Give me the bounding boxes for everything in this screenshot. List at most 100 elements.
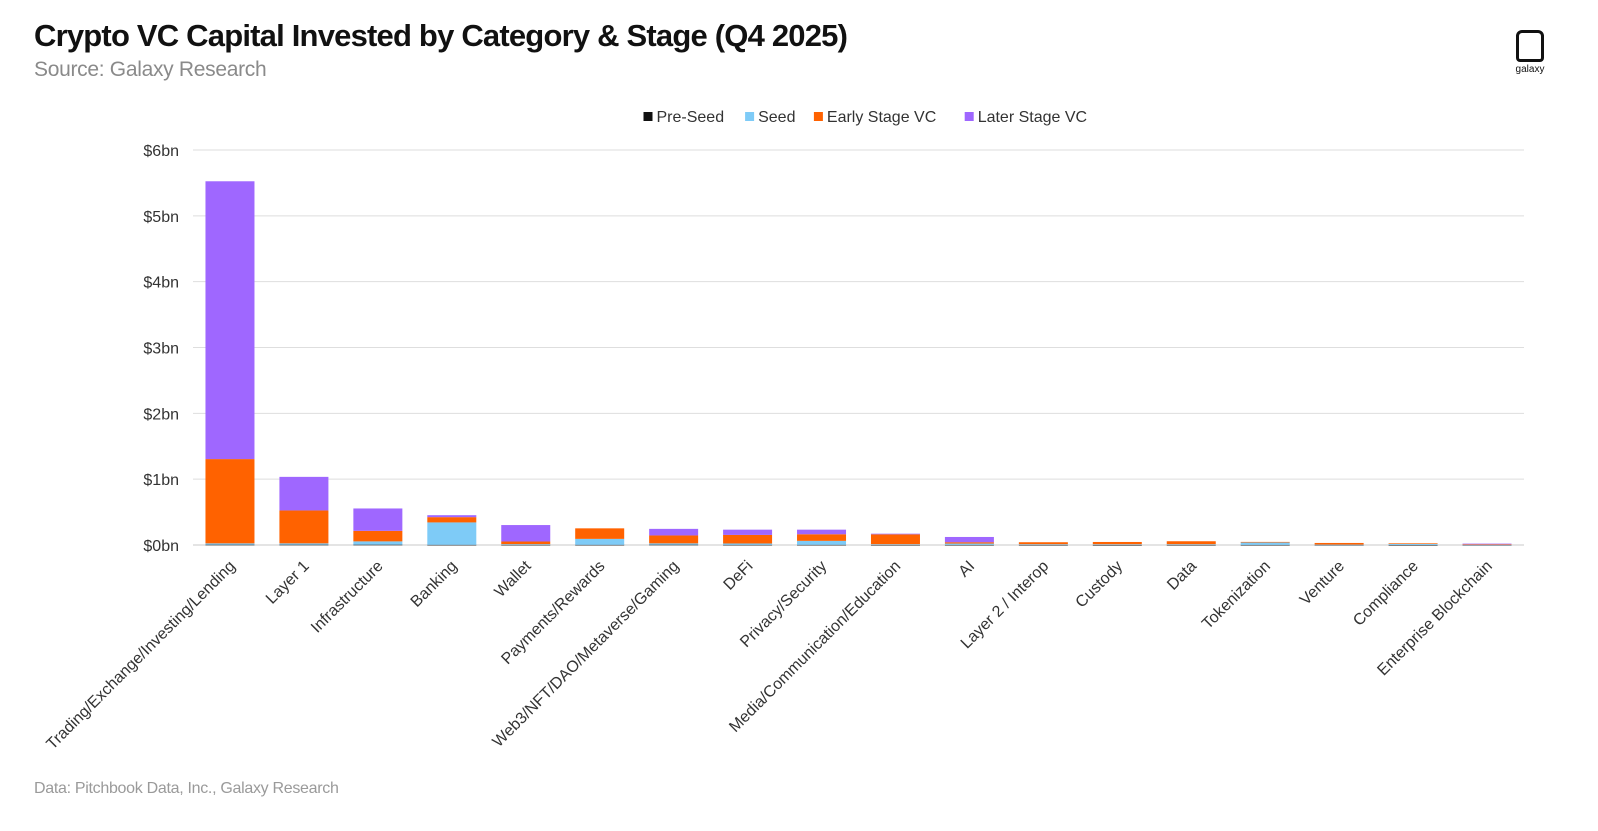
bar-segment [205,459,255,544]
bar-segment [427,522,477,545]
bar-segment [723,543,773,545]
y-tick-label: $1bn [143,472,179,489]
bar-segment [205,181,255,460]
x-tick-label: AI [956,558,979,581]
bar-segment [1092,544,1142,546]
bar-segment [427,517,477,523]
bar-segment [1166,544,1216,546]
x-axis-labels: Trading/Exchange/Investing/Lending Layer … [44,557,1496,753]
bar-segment [575,538,625,545]
bar-segment [870,544,920,545]
galaxy-logo: galaxy [1512,30,1548,75]
bar-segment [1166,541,1216,545]
bar-segment [1462,544,1512,545]
bar-segment [1388,544,1438,546]
data-source-footer: Data: Pitchbook Data, Inc., Galaxy Resea… [34,780,339,797]
y-tick-label: $4bn [143,275,179,292]
bar-segment [353,530,403,542]
x-tick-label: DeFi [721,558,757,594]
bar-segment [797,534,847,541]
bar-segment [1018,544,1068,545]
y-tick-label: $5bn [143,209,179,226]
bar-segment [1314,544,1364,546]
legend-label: Pre-Seed [657,109,725,126]
bar-segment [1166,544,1216,545]
bar-segment [1240,542,1290,545]
bar-segment [1388,543,1438,545]
bar-segment [353,508,403,531]
bar-segment [797,529,847,535]
legend-swatch [643,112,653,121]
bar-segment [723,529,773,535]
x-tick-label: Data [1164,558,1200,594]
bar-segment [353,544,403,546]
bar-segment [1462,544,1512,546]
bars [205,181,1512,546]
bar-segment [723,544,773,546]
bar-segment [205,544,255,546]
chart-subtitle: Source: Galaxy Research [34,58,267,81]
y-tick-label: $2bn [143,406,179,423]
bar-segment [870,533,920,535]
bar-segment [649,528,699,536]
bar-segment [1462,544,1512,546]
legend-swatch [964,112,974,121]
legend-label: Seed [758,109,795,126]
bar-segment [501,544,551,545]
bar-segment [944,544,994,546]
bar-segment [1092,541,1142,545]
y-tick-label: $6bn [143,143,179,160]
x-tick-label: Custody [1073,558,1127,612]
gridlines [193,149,1524,546]
bar-segment [1314,542,1364,545]
bar-segment [1018,544,1068,546]
bar-segment [649,535,699,544]
x-tick-label: Compliance [1350,558,1422,630]
bar-segment [279,510,329,544]
x-tick-label: Infrastructure [308,558,387,637]
bar-segment [797,540,847,545]
bar-segment [1388,543,1438,544]
bar-segment [575,528,625,539]
x-tick-label: Wallet [492,557,535,600]
bar-segment [723,534,773,544]
legend-swatch [745,112,755,121]
bar-segment [870,544,920,546]
x-tick-label: Tokenization [1199,558,1274,633]
x-tick-label: Layer 1 [263,558,313,608]
legend-label: Early Stage VC [827,109,936,126]
bar-segment [427,515,477,518]
y-tick-label: $0bn [143,538,179,555]
bar-segment [1462,543,1512,545]
bar-segment [797,544,847,546]
bar-segment [501,544,551,546]
bar-segment [1240,544,1290,546]
x-tick-label: Venture [1297,558,1348,609]
bar-segment [575,544,625,546]
bar-segment [279,544,329,546]
legend-label: Later Stage VC [978,109,1087,126]
bar-segment [205,543,255,545]
bar-segment [649,543,699,545]
x-tick-label: Banking [408,558,461,611]
bar-segment [944,536,994,543]
y-axis-ticks: $0bn $1bn $2bn $3bn $4bn $5bn $6bn [143,143,179,555]
bar-segment [279,476,329,511]
bar-segment [353,541,403,545]
bar-segment [501,541,551,545]
legend: Pre-Seed Seed Early Stage VC Later Stage VC [643,109,1087,126]
bar-segment [944,543,994,545]
bar-segment [1240,541,1290,543]
bar-segment [1018,542,1068,545]
y-tick-label: $3bn [143,341,179,358]
bar-segment [649,544,699,546]
bar-segment [1092,544,1142,545]
x-tick-label: Trading/Exchange/Investing/Lending [44,558,239,753]
legend-swatch [813,112,823,121]
bar-segment [944,542,994,544]
bar-segment [1314,544,1364,546]
chart-title: Crypto VC Capital Invested by Category &… [34,18,848,53]
bar-segment [427,544,477,546]
galaxy-logo-word: galaxy [1515,64,1545,75]
